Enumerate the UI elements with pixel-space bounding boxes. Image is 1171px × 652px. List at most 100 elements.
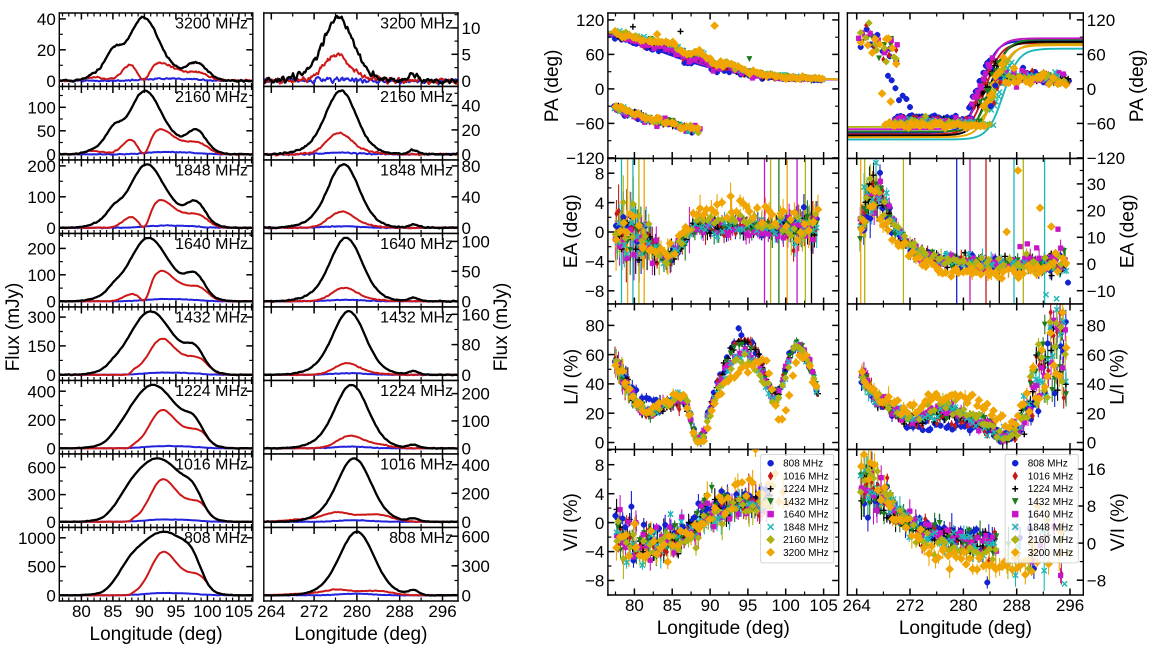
svg-text:8: 8	[595, 164, 604, 183]
svg-text:0: 0	[462, 292, 471, 311]
svg-text:0: 0	[462, 513, 471, 532]
svg-text:808 MHz: 808 MHz	[389, 530, 453, 547]
svg-text:300: 300	[27, 308, 55, 327]
svg-text:280: 280	[343, 602, 371, 621]
svg-text:−120: −120	[566, 149, 604, 168]
svg-text:80: 80	[462, 157, 481, 176]
svg-text:EA (deg): EA (deg)	[561, 194, 582, 268]
svg-text:−4: −4	[585, 543, 604, 562]
svg-text:0: 0	[595, 80, 604, 99]
svg-text:40: 40	[1087, 375, 1106, 394]
svg-text:PA (deg): PA (deg)	[542, 50, 563, 123]
svg-text:2160 MHz: 2160 MHz	[1028, 535, 1074, 546]
svg-text:85: 85	[103, 602, 122, 621]
svg-text:1848 MHz: 1848 MHz	[380, 163, 453, 180]
svg-text:20: 20	[462, 121, 481, 140]
svg-text:1224 MHz: 1224 MHz	[1028, 484, 1074, 495]
svg-text:100: 100	[462, 233, 490, 252]
svg-text:1224 MHz: 1224 MHz	[783, 484, 829, 495]
svg-text:Longitude (deg): Longitude (deg)	[294, 624, 427, 645]
svg-text:300: 300	[462, 557, 490, 576]
svg-text:40: 40	[462, 97, 481, 116]
svg-text:1224 MHz: 1224 MHz	[175, 383, 248, 400]
svg-text:95: 95	[738, 596, 757, 615]
svg-text:200: 200	[462, 484, 490, 503]
svg-text:50: 50	[37, 122, 56, 141]
svg-text:120: 120	[1087, 11, 1115, 30]
svg-text:20: 20	[1087, 404, 1106, 423]
svg-text:60: 60	[585, 46, 604, 65]
svg-text:100: 100	[772, 596, 800, 615]
svg-text:100: 100	[462, 412, 490, 431]
svg-text:0: 0	[46, 219, 55, 238]
svg-text:160: 160	[462, 306, 490, 325]
svg-text:40: 40	[462, 188, 481, 207]
svg-text:0: 0	[46, 586, 55, 605]
svg-text:5: 5	[462, 46, 471, 65]
svg-text:120: 120	[576, 11, 604, 30]
svg-text:3200 MHz: 3200 MHz	[783, 548, 829, 559]
svg-text:Longitude (deg): Longitude (deg)	[90, 624, 223, 645]
svg-text:80: 80	[585, 317, 604, 336]
svg-text:−8: −8	[1087, 571, 1106, 590]
svg-text:0: 0	[46, 439, 55, 458]
svg-text:95: 95	[166, 602, 185, 621]
svg-text:0: 0	[46, 366, 55, 385]
svg-text:−120: −120	[1087, 149, 1125, 168]
svg-text:0: 0	[46, 513, 55, 532]
svg-text:0: 0	[1087, 434, 1096, 453]
svg-text:2160 MHz: 2160 MHz	[783, 535, 829, 546]
svg-text:−4: −4	[585, 253, 604, 272]
svg-text:0: 0	[462, 145, 471, 164]
svg-text:L/I (%): L/I (%)	[562, 349, 583, 405]
svg-text:8: 8	[595, 456, 604, 475]
svg-text:V/I (%): V/I (%)	[1108, 493, 1129, 551]
svg-text:40: 40	[37, 10, 56, 29]
svg-text:1016 MHz: 1016 MHz	[1028, 472, 1074, 483]
svg-text:0: 0	[462, 366, 471, 385]
svg-text:1848 MHz: 1848 MHz	[1028, 522, 1074, 533]
svg-text:0: 0	[1087, 80, 1096, 99]
svg-text:90: 90	[701, 596, 720, 615]
svg-text:0: 0	[462, 72, 471, 91]
svg-text:−60: −60	[1087, 115, 1116, 134]
svg-text:0: 0	[595, 223, 604, 242]
svg-text:−60: −60	[576, 115, 605, 134]
svg-text:80: 80	[462, 336, 481, 355]
svg-text:4: 4	[595, 194, 604, 213]
svg-text:60: 60	[1087, 46, 1106, 65]
svg-text:300: 300	[27, 486, 55, 505]
svg-text:0: 0	[1087, 255, 1096, 274]
svg-text:808 MHz: 808 MHz	[783, 459, 823, 470]
svg-text:2160 MHz: 2160 MHz	[175, 89, 248, 106]
svg-text:808 MHz: 808 MHz	[184, 530, 248, 547]
svg-text:−8: −8	[585, 282, 604, 301]
svg-text:288: 288	[1003, 596, 1031, 615]
svg-text:296: 296	[1056, 596, 1084, 615]
svg-text:272: 272	[896, 596, 924, 615]
svg-text:1640 MHz: 1640 MHz	[175, 236, 248, 253]
svg-text:10: 10	[1087, 228, 1106, 247]
svg-text:30: 30	[1087, 175, 1106, 194]
svg-text:264: 264	[843, 596, 871, 615]
svg-text:1432 MHz: 1432 MHz	[783, 497, 829, 508]
svg-text:264: 264	[257, 602, 285, 621]
svg-text:100: 100	[27, 98, 55, 117]
svg-text:105: 105	[225, 602, 253, 621]
svg-text:0: 0	[46, 72, 55, 91]
svg-text:1016 MHz: 1016 MHz	[783, 472, 829, 483]
svg-text:100: 100	[27, 188, 55, 207]
svg-text:20: 20	[585, 404, 604, 423]
svg-text:Longitude (deg): Longitude (deg)	[899, 618, 1032, 639]
svg-text:400: 400	[27, 382, 55, 401]
svg-text:1000: 1000	[18, 529, 56, 548]
svg-text:85: 85	[663, 596, 682, 615]
svg-text:50: 50	[462, 263, 481, 282]
svg-text:288: 288	[386, 602, 414, 621]
svg-text:0: 0	[595, 434, 604, 453]
svg-text:2160 MHz: 2160 MHz	[380, 89, 453, 106]
svg-text:40: 40	[585, 375, 604, 394]
svg-text:1016 MHz: 1016 MHz	[380, 457, 453, 474]
svg-text:8: 8	[1087, 497, 1096, 516]
svg-text:0: 0	[462, 586, 471, 605]
